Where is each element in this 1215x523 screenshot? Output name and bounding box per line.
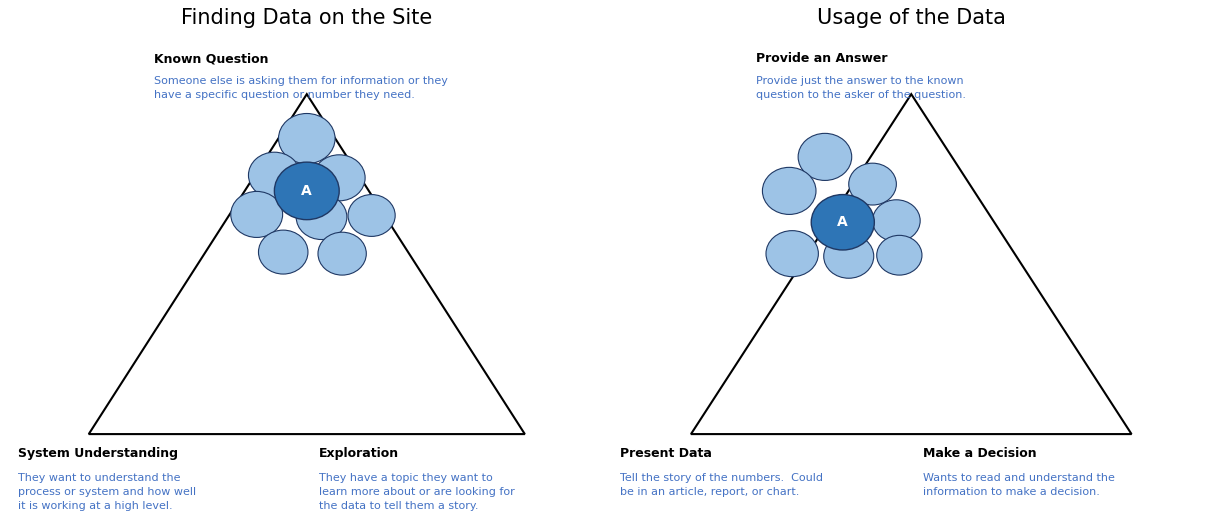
Circle shape xyxy=(248,152,300,198)
Text: Provide an Answer: Provide an Answer xyxy=(757,52,888,65)
Circle shape xyxy=(318,232,366,275)
Circle shape xyxy=(347,195,395,236)
Text: Someone else is asking them for information or they
have a specific question or : Someone else is asking them for informat… xyxy=(153,76,447,100)
Text: Exploration: Exploration xyxy=(318,447,399,460)
Circle shape xyxy=(278,113,335,164)
Circle shape xyxy=(872,200,920,242)
Circle shape xyxy=(231,191,283,237)
Circle shape xyxy=(812,195,875,250)
Text: They want to understand the
process or system and how well
it is working at a hi: They want to understand the process or s… xyxy=(18,473,196,511)
Text: Provide just the answer to the known
question to the asker of the question.: Provide just the answer to the known que… xyxy=(757,76,966,100)
Text: Wants to read and understand the
information to make a decision.: Wants to read and understand the informa… xyxy=(923,473,1115,497)
Circle shape xyxy=(259,230,307,274)
Text: A: A xyxy=(837,215,848,229)
Circle shape xyxy=(765,231,819,277)
Text: Make a Decision: Make a Decision xyxy=(923,447,1036,460)
Text: A: A xyxy=(301,184,312,198)
Circle shape xyxy=(313,155,366,201)
Circle shape xyxy=(763,167,816,214)
Text: Known Question: Known Question xyxy=(153,52,269,65)
Circle shape xyxy=(275,162,339,220)
Text: Tell the story of the numbers.  Could
be in an article, report, or chart.: Tell the story of the numbers. Could be … xyxy=(620,473,823,497)
Text: System Understanding: System Understanding xyxy=(18,447,179,460)
Text: They have a topic they want to
learn more about or are looking for
the data to t: They have a topic they want to learn mor… xyxy=(318,473,514,511)
Text: Finding Data on the Site: Finding Data on the Site xyxy=(181,8,433,28)
Circle shape xyxy=(877,235,922,275)
Circle shape xyxy=(824,234,874,278)
Text: Present Data: Present Data xyxy=(620,447,712,460)
Circle shape xyxy=(849,163,897,205)
Circle shape xyxy=(814,197,866,243)
Circle shape xyxy=(296,195,346,240)
Circle shape xyxy=(798,133,852,180)
Text: Usage of the Data: Usage of the Data xyxy=(816,8,1006,28)
